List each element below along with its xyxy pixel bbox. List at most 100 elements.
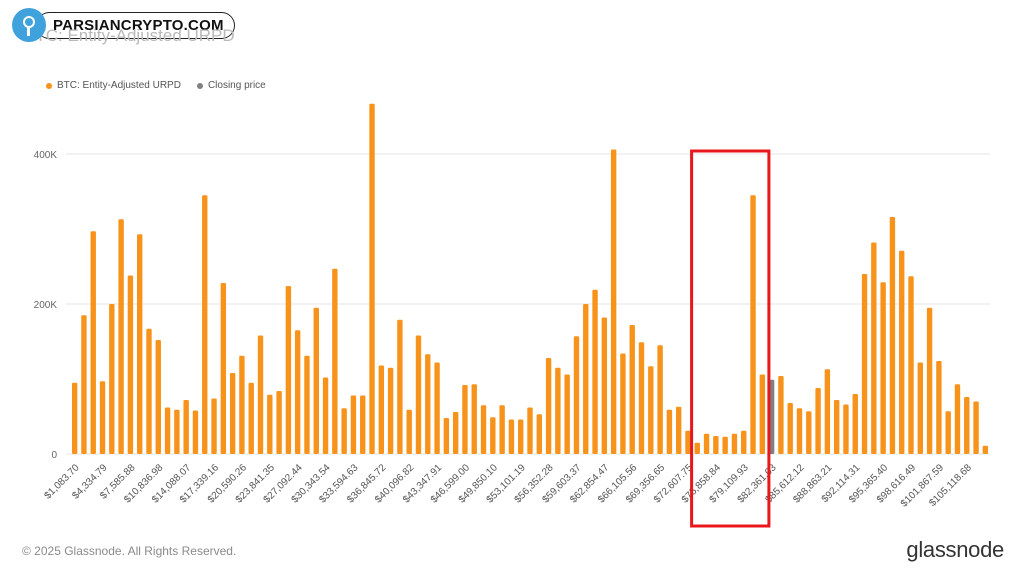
urpd-bar xyxy=(880,282,886,454)
urpd-bar xyxy=(620,353,626,454)
urpd-bar xyxy=(973,401,979,454)
urpd-bar xyxy=(527,407,533,454)
copyright-text: © 2025 Glassnode. All Rights Reserved. xyxy=(22,544,237,558)
urpd-bar xyxy=(434,362,440,454)
urpd-bar xyxy=(118,219,124,454)
urpd-bar xyxy=(499,405,505,454)
urpd-bar xyxy=(536,414,542,454)
y-tick-label-1: 200K xyxy=(34,300,58,311)
urpd-bar xyxy=(341,408,347,454)
urpd-bar xyxy=(257,335,264,454)
urpd-bar xyxy=(285,286,292,454)
urpd-bar xyxy=(322,377,329,454)
urpd-bar xyxy=(666,409,673,454)
urpd-bar xyxy=(648,366,654,454)
urpd-bar xyxy=(787,403,793,454)
watermark-text: PARSIANCRYPTO.COM xyxy=(36,11,235,39)
urpd-bar xyxy=(313,307,319,454)
urpd-bar xyxy=(629,325,635,454)
urpd-bar xyxy=(694,442,700,454)
urpd-bar xyxy=(276,391,282,454)
urpd-bar xyxy=(452,412,459,454)
urpd-bar xyxy=(703,433,710,454)
urpd-bar xyxy=(964,397,970,454)
urpd-bar xyxy=(713,436,719,454)
urpd-bar xyxy=(899,250,905,454)
urpd-bar xyxy=(545,358,552,454)
tree-logo-icon xyxy=(12,8,46,42)
urpd-bar xyxy=(304,355,310,454)
urpd-bar xyxy=(211,398,217,454)
watermark: PARSIANCRYPTO.COM xyxy=(12,8,235,42)
urpd-bar xyxy=(861,274,868,454)
urpd-bar xyxy=(722,436,728,454)
urpd-bar xyxy=(573,336,580,454)
urpd-bar xyxy=(90,231,96,454)
urpd-bar xyxy=(601,317,608,454)
urpd-bar xyxy=(657,345,663,454)
urpd-bar xyxy=(155,340,161,454)
urpd-bar xyxy=(917,362,923,454)
legend-item-closing-price[interactable]: Closing price xyxy=(196,80,266,91)
urpd-bar xyxy=(332,268,338,454)
urpd-bar xyxy=(248,382,254,454)
y-tick-label-0: 0 xyxy=(51,450,57,461)
y-tick-label-2: 400K xyxy=(34,150,58,161)
urpd-bar xyxy=(852,394,858,454)
urpd-bar xyxy=(759,374,766,454)
urpd-bar xyxy=(127,275,134,454)
urpd-bar xyxy=(81,315,87,454)
urpd-bar xyxy=(229,373,236,454)
urpd-bar xyxy=(564,374,570,454)
urpd-bar xyxy=(387,367,394,454)
urpd-bar xyxy=(425,354,431,454)
urpd-bar xyxy=(741,430,747,454)
urpd-bar xyxy=(146,328,152,454)
urpd-bar xyxy=(192,410,199,454)
urpd-bar xyxy=(174,409,180,454)
urpd-bar xyxy=(378,365,385,454)
urpd-bar xyxy=(982,445,989,454)
legend-swatch-closing-price xyxy=(196,82,203,89)
urpd-bar xyxy=(183,400,189,454)
urpd-bar xyxy=(471,384,477,454)
legend-label-closing-price: Closing price xyxy=(207,80,266,91)
urpd-bar xyxy=(926,307,933,454)
urpd-bar xyxy=(350,395,357,454)
urpd-bar xyxy=(239,355,245,454)
urpd-bar xyxy=(806,411,812,454)
urpd-bar xyxy=(518,419,524,454)
urpd-bar xyxy=(443,418,450,454)
urpd-bar xyxy=(833,400,840,454)
urpd-bar xyxy=(71,382,78,454)
urpd-bar xyxy=(610,149,617,454)
urpd-bar xyxy=(936,361,942,454)
legend-item-urpd[interactable]: BTC: Entity-Adjusted URPD xyxy=(46,80,181,91)
legend: BTC: Entity-Adjusted URPD Closing price xyxy=(46,80,266,91)
urpd-bar xyxy=(555,367,561,454)
urpd-bar xyxy=(490,417,496,454)
urpd-bar xyxy=(109,304,115,454)
urpd-bar xyxy=(462,385,468,454)
urpd-bar xyxy=(202,195,208,454)
urpd-bar xyxy=(750,195,756,454)
urpd-bar xyxy=(945,411,951,454)
urpd-bar xyxy=(638,342,645,454)
urpd-bar xyxy=(796,408,803,454)
urpd-bar xyxy=(415,335,422,454)
urpd-bar xyxy=(294,330,301,454)
urpd-bar xyxy=(583,304,589,454)
urpd-bar xyxy=(908,276,914,454)
urpd-bar xyxy=(220,283,227,454)
urpd-bar xyxy=(508,419,515,454)
urpd-bar xyxy=(778,376,784,454)
highlight-box xyxy=(690,149,771,528)
legend-swatch-urpd xyxy=(46,82,52,89)
glassnode-logo: glassnode xyxy=(906,537,1004,562)
urpd-bar xyxy=(267,394,273,454)
urpd-bar xyxy=(731,433,738,454)
urpd-bar xyxy=(889,217,896,454)
urpd-bar xyxy=(954,384,961,454)
urpd-bar xyxy=(675,406,682,454)
